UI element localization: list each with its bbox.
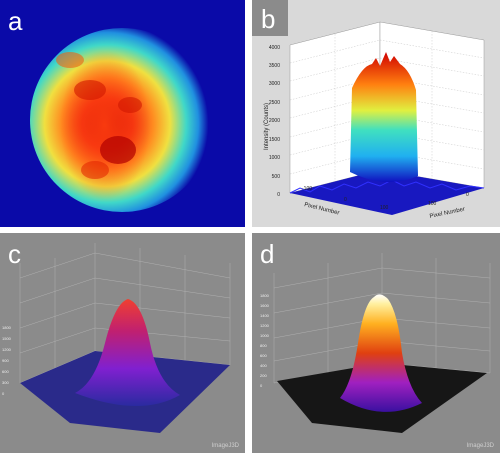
- z-tick: 1200: [2, 347, 12, 352]
- z-tick: 1800: [2, 325, 12, 330]
- surface-floor: [290, 170, 484, 215]
- surface-plot-c: 1800 1500 1200 900 600 300 0: [2, 243, 231, 433]
- panel-b-surface-plot: 4000 3500 3000 2500 2000 1500 1000 500 0…: [252, 0, 500, 227]
- z-tick: 3500: [269, 63, 280, 69]
- y-tick: 100: [428, 201, 437, 207]
- intensity-peak: [75, 299, 180, 407]
- x-tick: -100: [302, 186, 312, 192]
- panel-d-surface-plot: 1800 1600 1400 1200 1000 800 600 400 200…: [252, 233, 500, 453]
- z-tick: 200: [260, 373, 267, 378]
- panel-c-surface-plot: 1800 1500 1200 900 600 300 0 c ImageJ3D: [0, 233, 245, 453]
- intensity-peak: [350, 52, 418, 183]
- panel-a-beam-profile: a: [0, 0, 245, 227]
- z-tick: 1500: [269, 137, 280, 143]
- z-tick: 500: [272, 174, 281, 180]
- watermark: ImageJ3D: [466, 443, 494, 449]
- z-tick: 2000: [269, 118, 280, 124]
- z-tick: 0: [277, 192, 280, 198]
- z-tick: 0: [2, 391, 5, 396]
- z-tick: 1600: [260, 303, 270, 308]
- z-tick: 400: [260, 363, 267, 368]
- z-tick: 1000: [269, 155, 280, 161]
- surface-plot-b: 4000 3500 3000 2500 2000 1500 1000 500 0…: [264, 21, 485, 220]
- z-tick: 1000: [260, 333, 270, 338]
- y-axis-label: Pixel Number: [429, 207, 465, 220]
- z-tick: 1400: [260, 313, 270, 318]
- panel-b-label: b: [261, 4, 276, 34]
- z-tick: 3000: [269, 81, 280, 87]
- z-tick: 1500: [2, 336, 12, 341]
- x-tick: 100: [380, 205, 389, 211]
- watermark: ImageJ3D: [211, 443, 239, 449]
- y-tick: 0: [466, 192, 469, 198]
- z-tick: 300: [2, 380, 9, 385]
- panel-d-label: d: [260, 239, 275, 269]
- beam-profile-image: [30, 28, 214, 212]
- z-tick: 600: [2, 369, 9, 374]
- panel-c-label: c: [8, 239, 21, 269]
- x-axis-label: Pixel Number: [304, 202, 340, 217]
- z-tick: 2500: [269, 100, 280, 106]
- z-tick: 4000: [269, 45, 280, 51]
- x-tick: 0: [344, 197, 347, 203]
- z-tick: 800: [260, 343, 267, 348]
- panel-a-label: a: [8, 6, 23, 36]
- z-tick: 1800: [260, 293, 270, 298]
- z-tick: 900: [2, 358, 9, 363]
- panel-b-label-box: [252, 0, 288, 36]
- z-tick: 1200: [260, 323, 270, 328]
- intensity-peak: [340, 294, 422, 412]
- surface-plot-d: 1800 1600 1400 1200 1000 800 600 400 200…: [260, 253, 491, 433]
- z-tick: 0: [260, 383, 263, 388]
- z-axis-label: Intensity (Counts): [264, 103, 270, 150]
- z-tick: 600: [260, 353, 267, 358]
